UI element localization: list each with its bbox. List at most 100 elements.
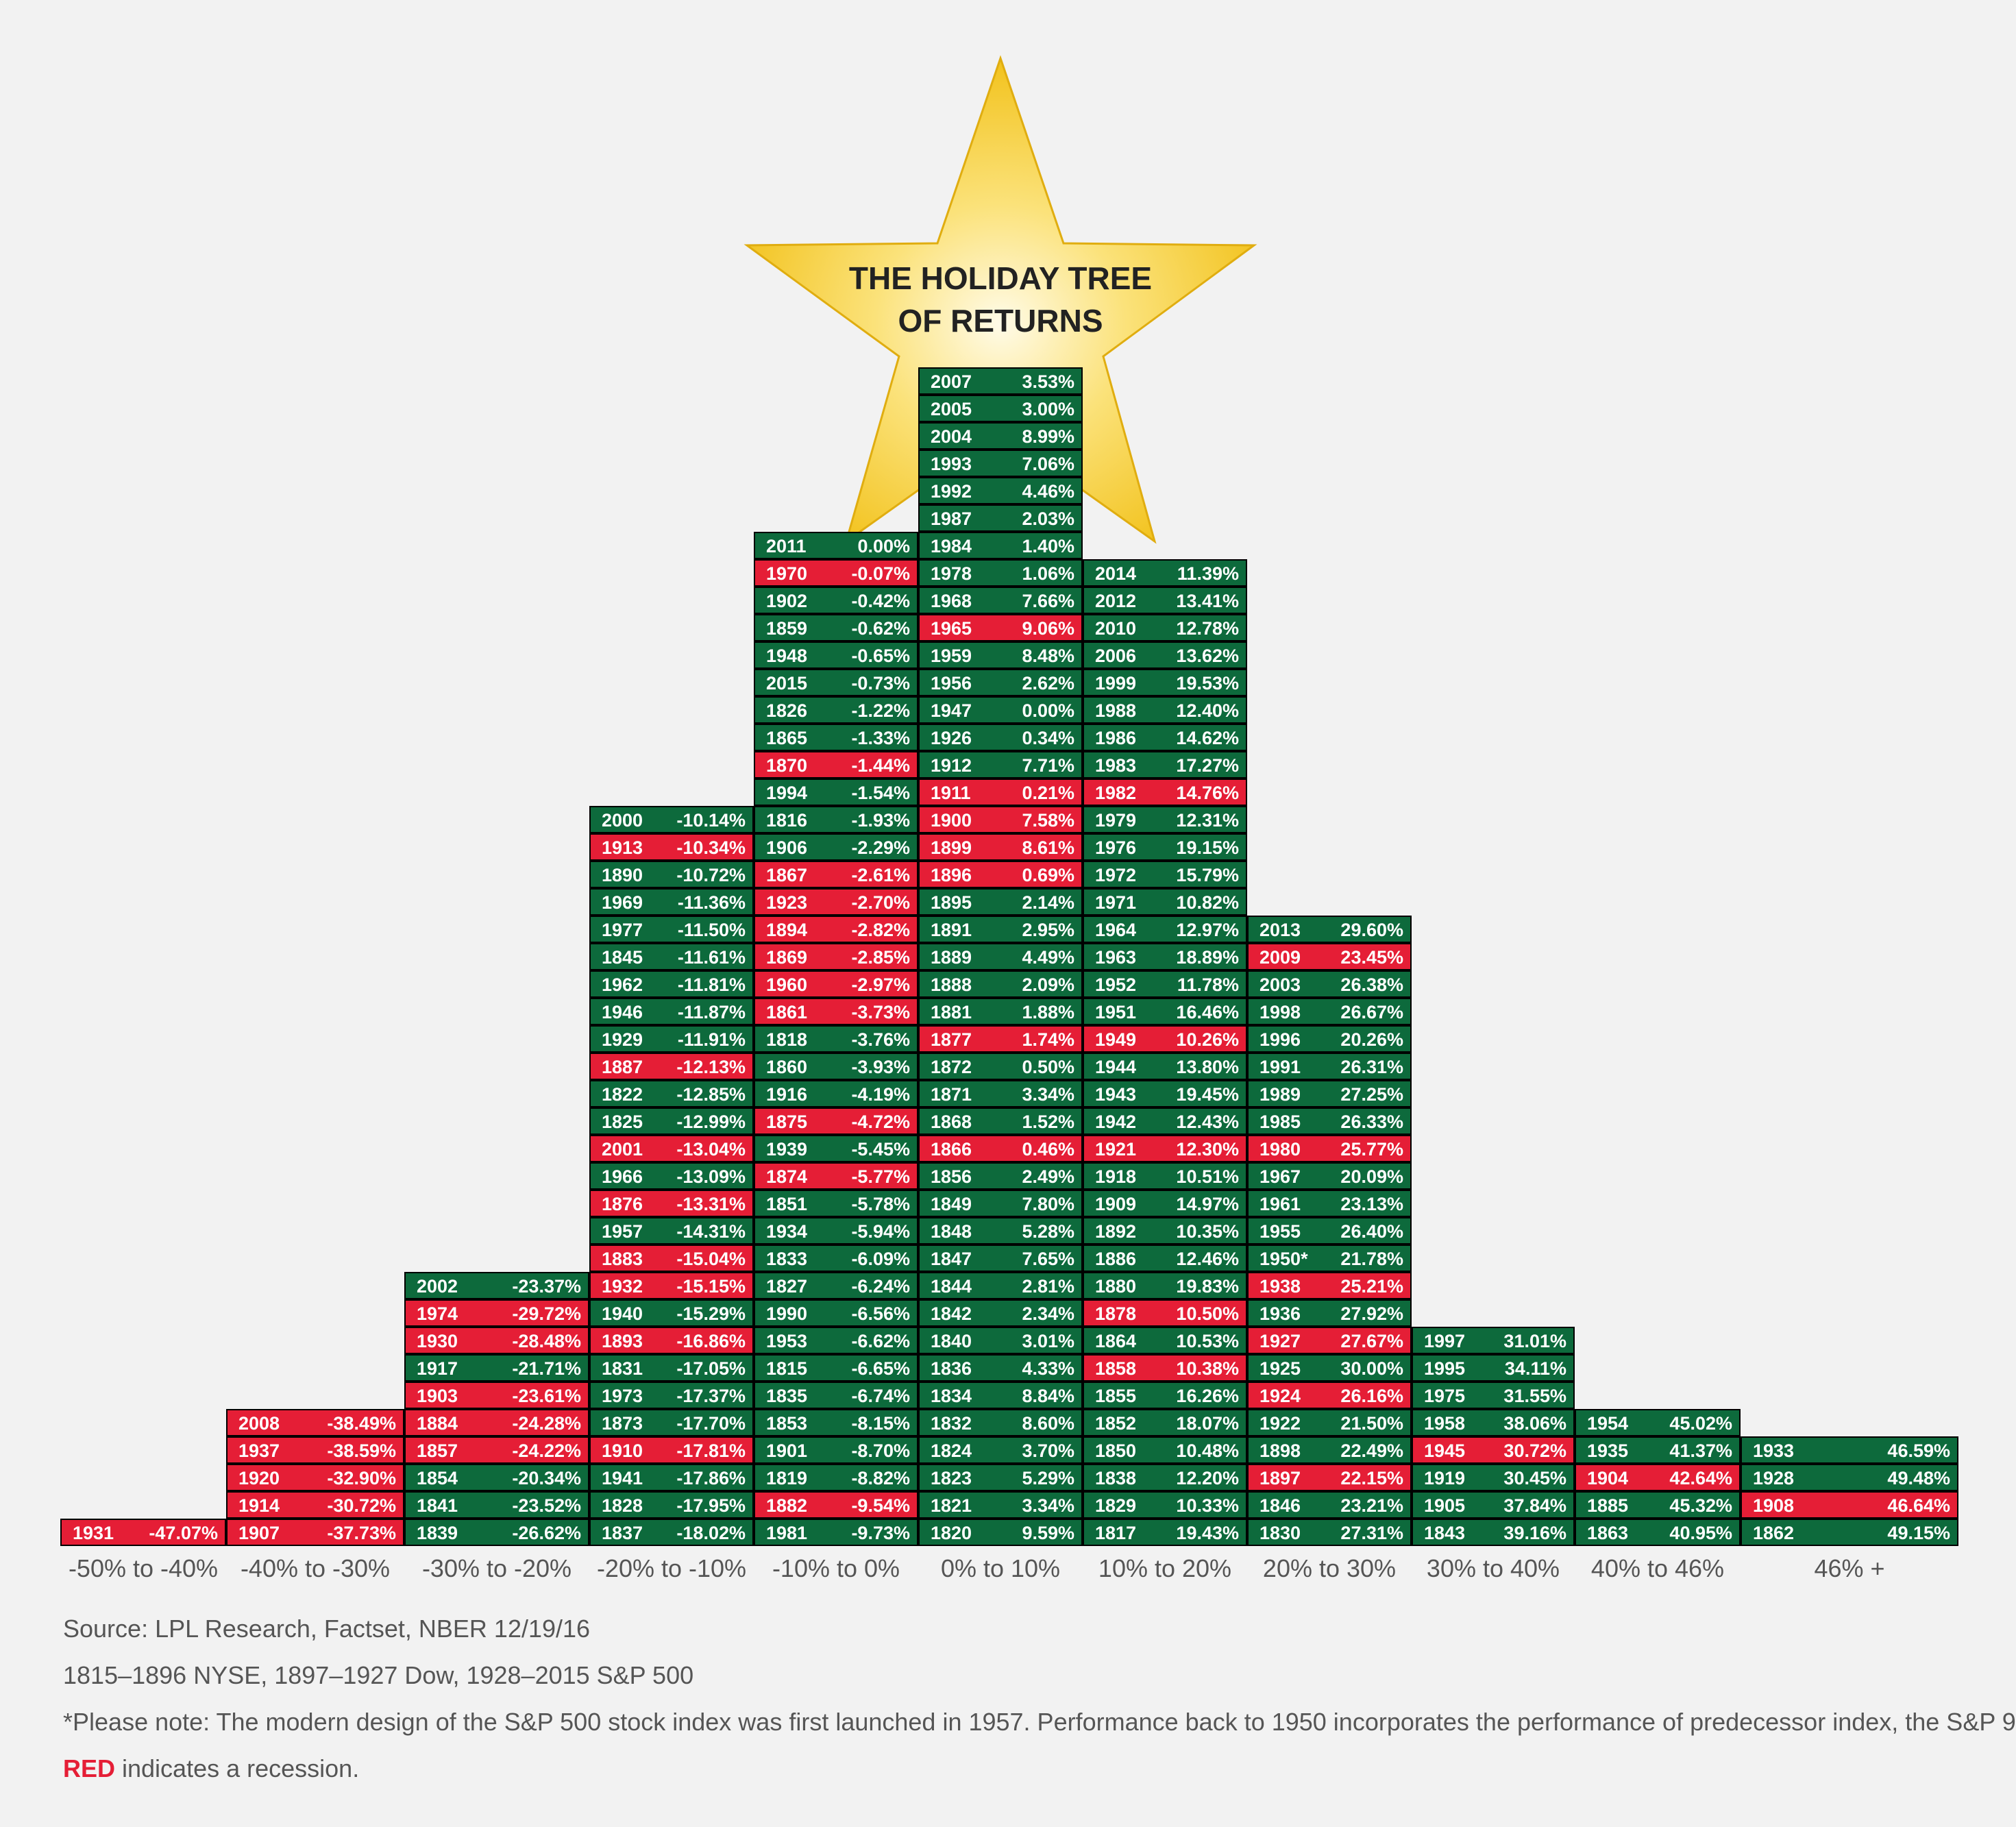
recession-year-cell: 1867 -2.61% (754, 861, 918, 888)
year-label: 1867 (766, 865, 808, 885)
return-label: 7.58% (1022, 810, 1074, 831)
year-cell: 1994 -1.54% (754, 778, 918, 806)
category-label: -20% to -10% (596, 1554, 747, 1582)
year-label: 1937 (238, 1440, 280, 1461)
recession-year-cell: 1913 -10.34% (589, 833, 754, 861)
year-label: 1838 (1095, 1468, 1137, 1488)
column-9: 1954 45.02% 1935 41.37% 1904 42.64% 1885 45.32%… (1575, 1409, 1741, 1546)
year-cell: 2004 8.99% (918, 422, 1083, 450)
year-label: 1989 (1259, 1084, 1301, 1105)
return-label: 12.30% (1176, 1139, 1239, 1160)
year-cell: 2005 3.00% (918, 395, 1083, 422)
year-cell: 1834 8.84% (918, 1382, 1083, 1409)
return-label: 3.34% (1022, 1495, 1074, 1516)
year-label: 1904 (1587, 1468, 1629, 1488)
year-cell: 1885 45.32% (1575, 1491, 1741, 1519)
return-label: 26.33% (1340, 1112, 1403, 1132)
return-label: 19.83% (1176, 1276, 1239, 1297)
year-cell: 1998 26.67% (1247, 998, 1412, 1025)
year-cell: 1940 -15.29% (589, 1299, 754, 1327)
return-label: -23.52% (512, 1495, 581, 1516)
year-cell: 1943 19.45% (1083, 1080, 1247, 1107)
return-label: 3.70% (1022, 1440, 1074, 1461)
year-cell: 1843 39.16% (1412, 1519, 1575, 1546)
return-label: -8.70% (851, 1440, 910, 1461)
recession-year-cell: 1866 0.46% (918, 1135, 1083, 1162)
year-label: 1863 (1587, 1523, 1629, 1543)
return-label: -12.99% (676, 1112, 746, 1132)
year-label: 1933 (1753, 1440, 1795, 1461)
year-label: 1906 (766, 837, 808, 858)
year-cell: 1889 4.49% (918, 943, 1083, 970)
return-label: 2.62% (1022, 673, 1074, 694)
year-label: 1900 (931, 810, 972, 831)
year-cell: 1842 2.34% (918, 1299, 1083, 1327)
year-label: 1887 (602, 1057, 643, 1077)
year-cell: 1817 19.43% (1083, 1519, 1247, 1546)
category-label: 46% + (1814, 1554, 1885, 1582)
return-label: -16.86% (676, 1331, 746, 1351)
return-label: 26.40% (1340, 1221, 1403, 1242)
year-label: 1832 (931, 1413, 972, 1434)
return-label: 12.20% (1176, 1468, 1239, 1488)
return-label: -38.59% (327, 1440, 396, 1461)
year-label: 2002 (417, 1276, 458, 1297)
year-label: 1864 (1095, 1331, 1137, 1351)
year-label: 1964 (1095, 920, 1137, 940)
year-cell: 1835 -6.74% (754, 1382, 918, 1409)
year-label: 1907 (238, 1523, 280, 1543)
year-label: 1912 (931, 755, 972, 776)
year-label: 1859 (766, 618, 808, 639)
year-label: 1998 (1259, 1002, 1301, 1022)
year-cell: 1868 1.52% (918, 1107, 1083, 1135)
return-label: 21.50% (1340, 1413, 1403, 1434)
year-label: 1991 (1259, 1057, 1301, 1077)
year-label: 1935 (1587, 1440, 1629, 1461)
return-label: 49.48% (1887, 1468, 1950, 1488)
year-cell: 2013 29.60% (1247, 916, 1412, 943)
recession-year-cell: 1882 -9.54% (754, 1491, 918, 1519)
return-label: 27.25% (1340, 1084, 1403, 1105)
year-label: 1958 (1424, 1413, 1466, 1434)
year-cell: 1850 10.48% (1083, 1436, 1247, 1464)
year-cell: 1871 3.34% (918, 1080, 1083, 1107)
return-label: 19.53% (1176, 673, 1239, 694)
year-cell: 1953 -6.62% (754, 1327, 918, 1354)
recession-year-cell: 2008 -38.49% (226, 1409, 404, 1436)
return-label: -12.85% (676, 1084, 746, 1105)
return-label: 15.79% (1176, 865, 1239, 885)
year-label: 1830 (1259, 1523, 1301, 1543)
return-label: 10.48% (1176, 1440, 1239, 1461)
recession-year-cell: 1949 10.26% (1083, 1025, 1247, 1053)
footnote: *Please note: The modern design of the S… (63, 1708, 2016, 1736)
return-label: 20.26% (1340, 1029, 1403, 1050)
recession-year-cell: 1908 46.64% (1741, 1491, 1958, 1519)
year-label: 1816 (766, 810, 808, 831)
year-label: 1826 (766, 700, 808, 721)
year-cell: 1853 -8.15% (754, 1409, 918, 1436)
year-cell: 1954 45.02% (1575, 1409, 1741, 1436)
year-label: 1921 (1095, 1139, 1137, 1160)
year-cell: 1936 27.92% (1247, 1299, 1412, 1327)
year-cell: 1856 2.49% (918, 1162, 1083, 1190)
return-label: -11.36% (677, 892, 746, 913)
category-label: 40% to 46% (1590, 1554, 1725, 1582)
year-label: 1918 (1095, 1166, 1137, 1187)
recession-year-cell: 1960 -2.97% (754, 970, 918, 998)
year-label: 1833 (766, 1249, 808, 1269)
return-label: 0.69% (1022, 865, 1074, 885)
year-label: 2005 (931, 399, 972, 419)
year-cell: 1844 2.81% (918, 1272, 1083, 1299)
year-label: 1856 (931, 1166, 972, 1187)
year-cell: 1947 0.00% (918, 696, 1083, 724)
year-label: 1955 (1259, 1221, 1301, 1242)
year-cell: 1860 -3.93% (754, 1053, 918, 1080)
year-label: 1959 (931, 646, 972, 666)
recession-year-cell: 1896 0.69% (918, 861, 1083, 888)
year-cell: 1830 27.31% (1247, 1519, 1412, 1546)
year-label: 1960 (766, 974, 808, 995)
return-label: 42.64% (1669, 1468, 1732, 1488)
year-label: 1981 (766, 1523, 808, 1543)
year-label: 2013 (1259, 920, 1301, 940)
year-label: 1916 (766, 1084, 808, 1105)
